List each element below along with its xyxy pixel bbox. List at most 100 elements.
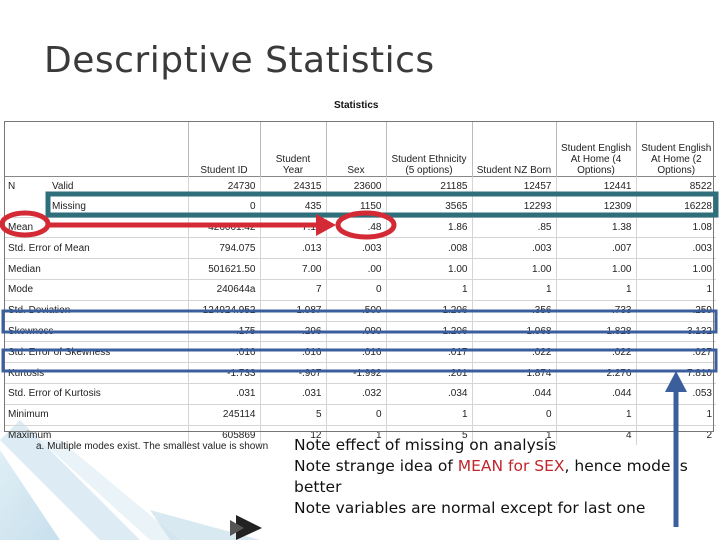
cell: .007 [555, 237, 636, 259]
cell: .201 [385, 362, 472, 384]
cell: 7 [259, 278, 326, 301]
cell: .032 [325, 382, 386, 405]
cell: 794.075 [187, 237, 260, 259]
cell: .016 [259, 341, 326, 363]
cell: .85 [471, 216, 556, 238]
cell: 0 [471, 403, 556, 426]
row-label: Mean [4, 216, 188, 238]
cell: -1.992 [325, 362, 386, 384]
cell: 12293 [471, 196, 556, 218]
cell: 21185 [385, 175, 472, 197]
cell: 1150 [325, 196, 386, 218]
cell: .00 [325, 258, 386, 280]
cell: 1.00 [555, 258, 636, 280]
cell: .356 [471, 299, 556, 322]
cell: .016 [325, 341, 386, 363]
cell: 12 [259, 424, 326, 446]
cell: 1 [555, 403, 636, 426]
cell: .48 [325, 216, 386, 238]
cell: -.907 [259, 362, 326, 384]
column-header: Student English At Home (4 Options) [555, 121, 636, 177]
cell: .022 [555, 341, 636, 363]
table-row: N Valid 24730 24315 23600 21185 12457 12… [4, 175, 716, 197]
row-label: Std. Error of Kurtosis [4, 382, 188, 405]
cell: .003 [471, 237, 556, 259]
cell: .034 [385, 382, 472, 405]
cell: 1.00 [385, 258, 472, 280]
column-header: Student English At Home (2 Options) [635, 121, 716, 177]
row-label: Std. Error of Mean [4, 237, 188, 259]
row-label: Minimum [4, 403, 188, 426]
cell: 7.00 [259, 258, 326, 280]
cell: .022 [471, 341, 556, 363]
cell: .044 [471, 382, 556, 405]
cell: .500 [325, 299, 386, 322]
cell: 1 [471, 424, 556, 446]
row-label: Std. Deviation [4, 299, 188, 322]
row-label: Mode [4, 278, 188, 301]
group-label: N [4, 175, 48, 197]
cell: 501621.50 [187, 258, 260, 280]
cell: 1 [385, 403, 472, 426]
cell: 3.132 [635, 320, 716, 342]
cell: 1.86 [385, 216, 472, 238]
cell: 1 [635, 278, 716, 301]
cell: .090 [325, 320, 386, 342]
table-row: Minimum 245114 5 0 1 0 1 1 [4, 403, 716, 426]
cell: 1.874 [471, 362, 556, 384]
cell: 605869 [187, 424, 260, 446]
note-normality: Note variables are normal except for las… [294, 499, 646, 517]
table-row: Skewness -.175 .296 .090 1.206 -1.968 1.… [4, 320, 716, 342]
cell: 240644a [187, 278, 260, 301]
statistics-table: Student ID Student Year Sex Student Ethn… [4, 121, 716, 446]
row-label: Kurtosis [4, 362, 188, 384]
cell: 0 [325, 403, 386, 426]
table-row: Std. Error of Kurtosis .031 .031 .032 .0… [4, 382, 716, 405]
cell: 1 [471, 278, 556, 301]
table-row: Median 501621.50 7.00 .00 1.00 1.00 1.00… [4, 258, 716, 280]
row-label: Valid [48, 175, 188, 197]
cell: 1.206 [385, 299, 472, 322]
cell: .733 [555, 299, 636, 322]
cell: .003 [635, 237, 716, 259]
cell: 16228 [635, 196, 716, 218]
cell: 1.00 [471, 258, 556, 280]
cell: 0 [325, 278, 386, 301]
cell: 4 [555, 424, 636, 446]
cell: .044 [555, 382, 636, 405]
cell: .017 [385, 341, 472, 363]
cell: 1.08 [635, 216, 716, 238]
cell: 24315 [259, 175, 326, 197]
cell: -1.968 [471, 320, 556, 342]
cell: .027 [635, 341, 716, 363]
cell: 7.10 [259, 216, 326, 238]
row-label: Maximum [4, 424, 188, 446]
cell: 12309 [555, 196, 636, 218]
table-row: Std. Error of Mean 794.075 .013 .003 .00… [4, 237, 716, 259]
cell: 12441 [555, 175, 636, 197]
column-header: Student Ethnicity (5 options) [385, 121, 472, 177]
table-row: Mean 426001.42 7.10 .48 1.86 .85 1.38 1.… [4, 216, 716, 238]
note-highlight: MEAN for SEX [457, 457, 565, 475]
cell: .016 [187, 341, 260, 363]
cell: 24730 [187, 175, 260, 197]
cell: .003 [325, 237, 386, 259]
cell: 23600 [325, 175, 386, 197]
cell: 5 [385, 424, 472, 446]
decorative-stripes [0, 420, 262, 540]
cell: .013 [259, 237, 326, 259]
row-label: Missing [52, 201, 86, 213]
row-label: Skewness [4, 320, 188, 342]
table-row: Mode 240644a 7 0 1 1 1 1 [4, 278, 716, 301]
cell: 245114 [187, 403, 260, 426]
page-title: Descriptive Statistics [44, 40, 435, 81]
cell: 5 [259, 403, 326, 426]
column-header: Student NZ Born [471, 121, 556, 177]
cell: .296 [259, 320, 326, 342]
cell: .031 [187, 382, 260, 405]
table-footnote: a. Multiple modes exist. The smallest va… [36, 441, 269, 452]
note-text: Note strange idea of [294, 457, 458, 475]
table-row: Missing 0 435 1150 3565 12293 12309 1622… [4, 196, 716, 218]
table-row: Maximum 605869 12 1 5 1 4 2 [4, 424, 716, 446]
cell: .053 [635, 382, 716, 405]
